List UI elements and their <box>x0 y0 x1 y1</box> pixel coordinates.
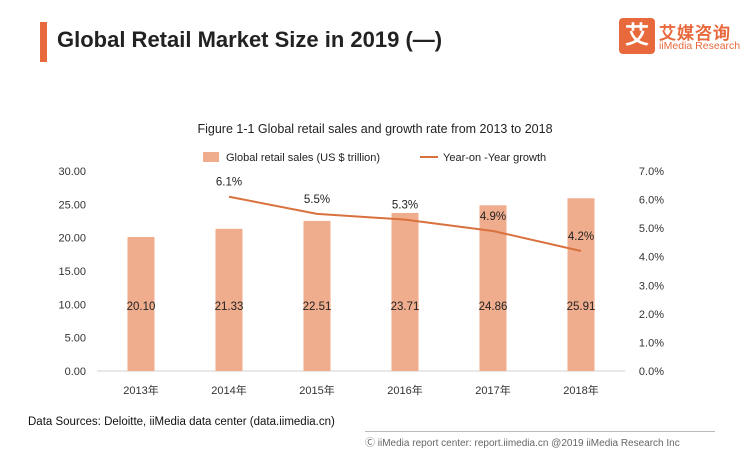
bar <box>567 198 595 371</box>
y-left-tick-label: 15.00 <box>58 266 86 278</box>
growth-line <box>228 195 582 252</box>
x-tick-label: 2015年 <box>299 383 334 397</box>
y-left-tick-label: 5.00 <box>65 333 86 345</box>
title-accent-bar <box>40 22 47 62</box>
y-left-tick-label: 30.00 <box>58 166 86 178</box>
y-right-tick-label: 3.0% <box>639 280 664 292</box>
bar <box>303 220 331 371</box>
bar <box>215 228 243 371</box>
brand: 艾 艾媒咨询 iiMedia Research <box>619 18 743 58</box>
y-left-tick-label: 25.00 <box>58 199 86 211</box>
bar-value-label: 24.86 <box>479 301 508 313</box>
brand-name: 艾媒咨询 <box>659 24 731 43</box>
brand-logo: 艾 <box>619 18 655 54</box>
footer-credit: Ⓒ iiMedia report center: report.iimedia.… <box>365 438 680 449</box>
legend-bar-label: Global retail sales (US $ trillion) <box>226 152 380 164</box>
legend-line-label: Year-on -Year growth <box>443 152 546 164</box>
y-right-tick-label: 4.0% <box>639 252 664 264</box>
page-title: Global Retail Market Size in 2019 (—) <box>57 27 443 52</box>
x-tick-label: 2018年 <box>563 383 598 397</box>
y-right-tick-label: 5.0% <box>639 223 664 235</box>
y-right-tick-label: 1.0% <box>639 337 664 349</box>
bar-value-label: 25.91 <box>567 301 596 313</box>
bar <box>127 237 155 371</box>
y-left-tick-label: 10.00 <box>58 299 86 311</box>
growth-value-label: 4.9% <box>480 211 506 223</box>
footer-divider <box>365 431 715 432</box>
growth-value-label: 5.3% <box>392 200 418 212</box>
data-source: Data Sources: Deloitte, iiMedia data cen… <box>28 416 335 428</box>
growth-value-label: 4.2% <box>568 231 594 243</box>
y-right-tick-label: 0.0% <box>639 366 664 378</box>
y-left-tick-label: 20.00 <box>58 233 86 245</box>
x-tick-label: 2016年 <box>387 383 422 397</box>
x-tick-label: 2017年 <box>475 383 510 397</box>
bar-value-label: 23.71 <box>391 301 420 313</box>
y-right-tick-label: 2.0% <box>639 309 664 321</box>
bar <box>391 212 419 371</box>
legend-bar-swatch <box>203 152 219 162</box>
y-right-tick-label: 6.0% <box>639 195 664 207</box>
brand-subtitle: iiMedia Research <box>659 40 741 52</box>
bar-value-label: 21.33 <box>215 301 244 313</box>
x-tick-label: 2013年 <box>123 383 158 397</box>
figure-title: Figure 1-1 Global retail sales and growt… <box>197 122 553 136</box>
growth-value-label: 6.1% <box>216 177 242 189</box>
growth-value-label: 5.5% <box>304 194 330 206</box>
y-left-tick-label: 0.00 <box>65 366 86 378</box>
x-tick-label: 2014年 <box>211 383 246 397</box>
bar-value-label: 22.51 <box>303 301 332 313</box>
y-right-tick-label: 7.0% <box>639 166 664 178</box>
bar-value-label: 20.10 <box>127 301 156 313</box>
